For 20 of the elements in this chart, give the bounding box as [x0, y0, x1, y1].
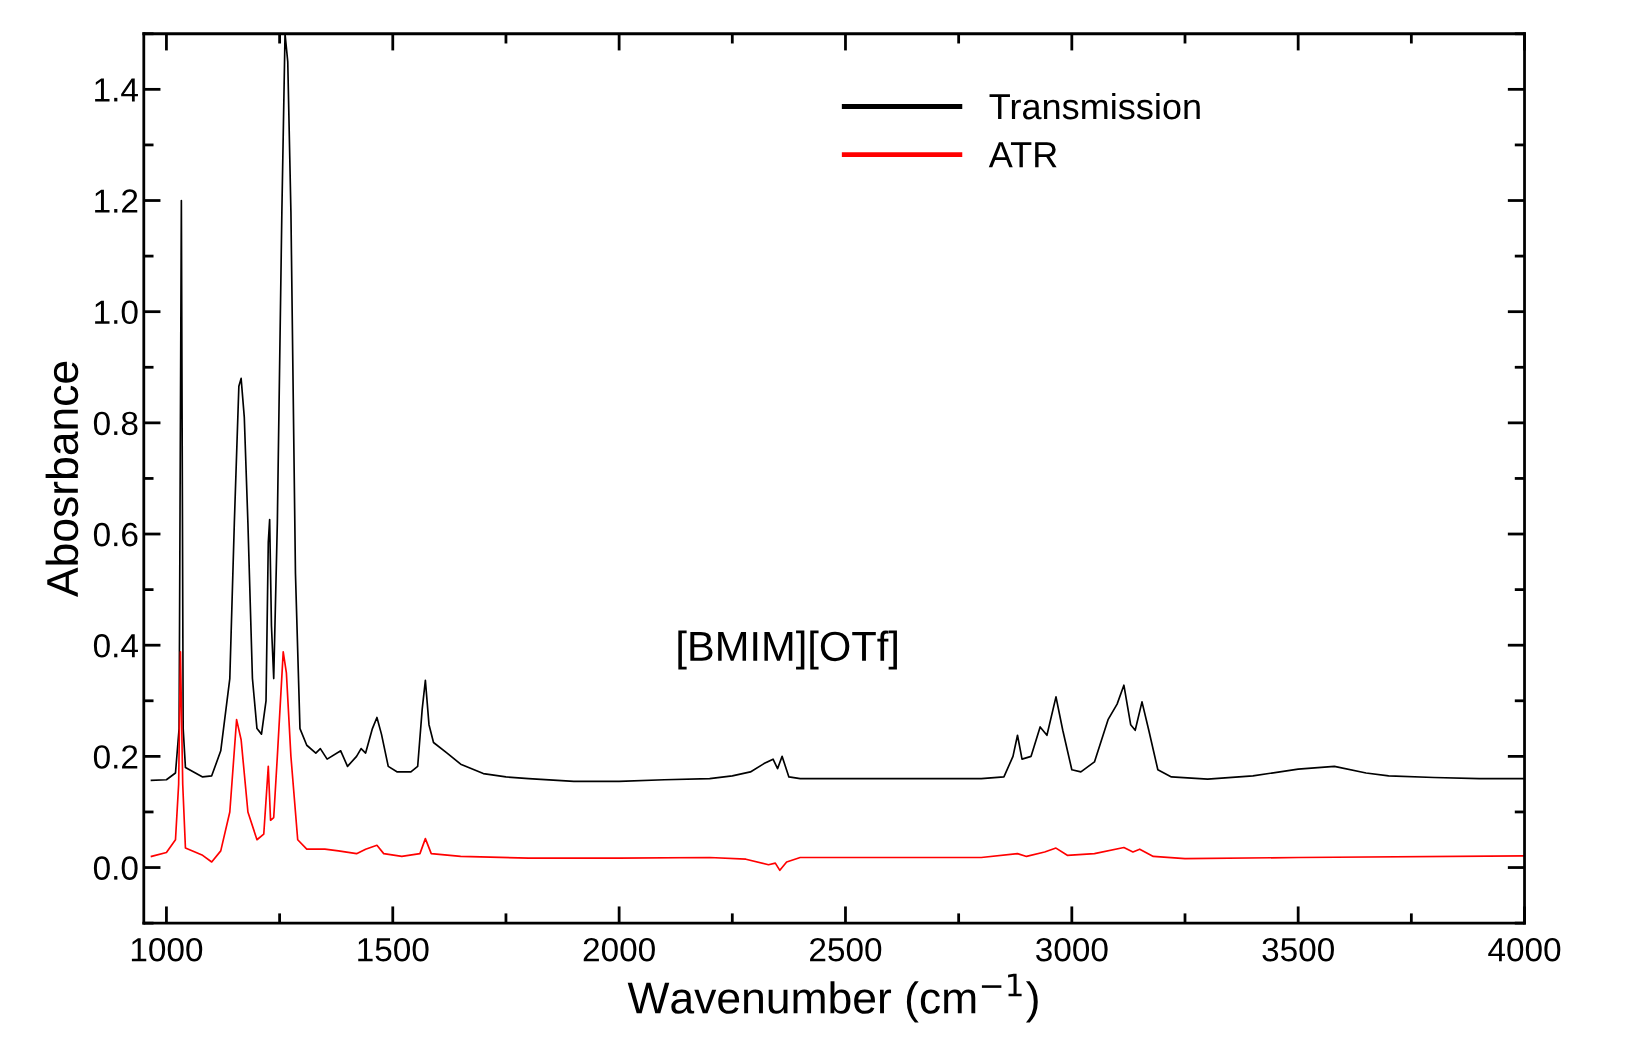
legend-label: ATR: [988, 142, 1057, 168]
y-tick-label: 1.0: [95, 300, 138, 325]
x-tick-label: 2500: [810, 937, 882, 962]
x-tick-label: 3500: [1262, 937, 1334, 962]
x-tick-label: 4000: [1488, 937, 1561, 962]
y-axis-title: Abosrbance: [45, 361, 79, 597]
y-tick-label: 0.2: [93, 745, 138, 769]
x-tick-label: 1000: [131, 937, 203, 962]
annotation: [BMIM][OTf]: [678, 630, 897, 670]
y-tick-label: 1.4: [95, 78, 138, 102]
x-tick-label: 3000: [1036, 937, 1108, 962]
x-tick-label: 1500: [358, 937, 429, 962]
x-axis-title: Wavenumber (cm$^{−1}$): [627, 973, 1038, 1023]
y-tick-label: 0.4: [93, 634, 138, 658]
y-tick-label: 0.0: [93, 856, 138, 880]
legend-label: Transmission: [989, 92, 1200, 120]
y-tick-label: 0.6: [93, 522, 138, 547]
y-tick-label: 0.8: [93, 411, 138, 436]
y-tick-label: 1.2: [95, 189, 138, 213]
x-tick-label: 2000: [583, 937, 655, 962]
